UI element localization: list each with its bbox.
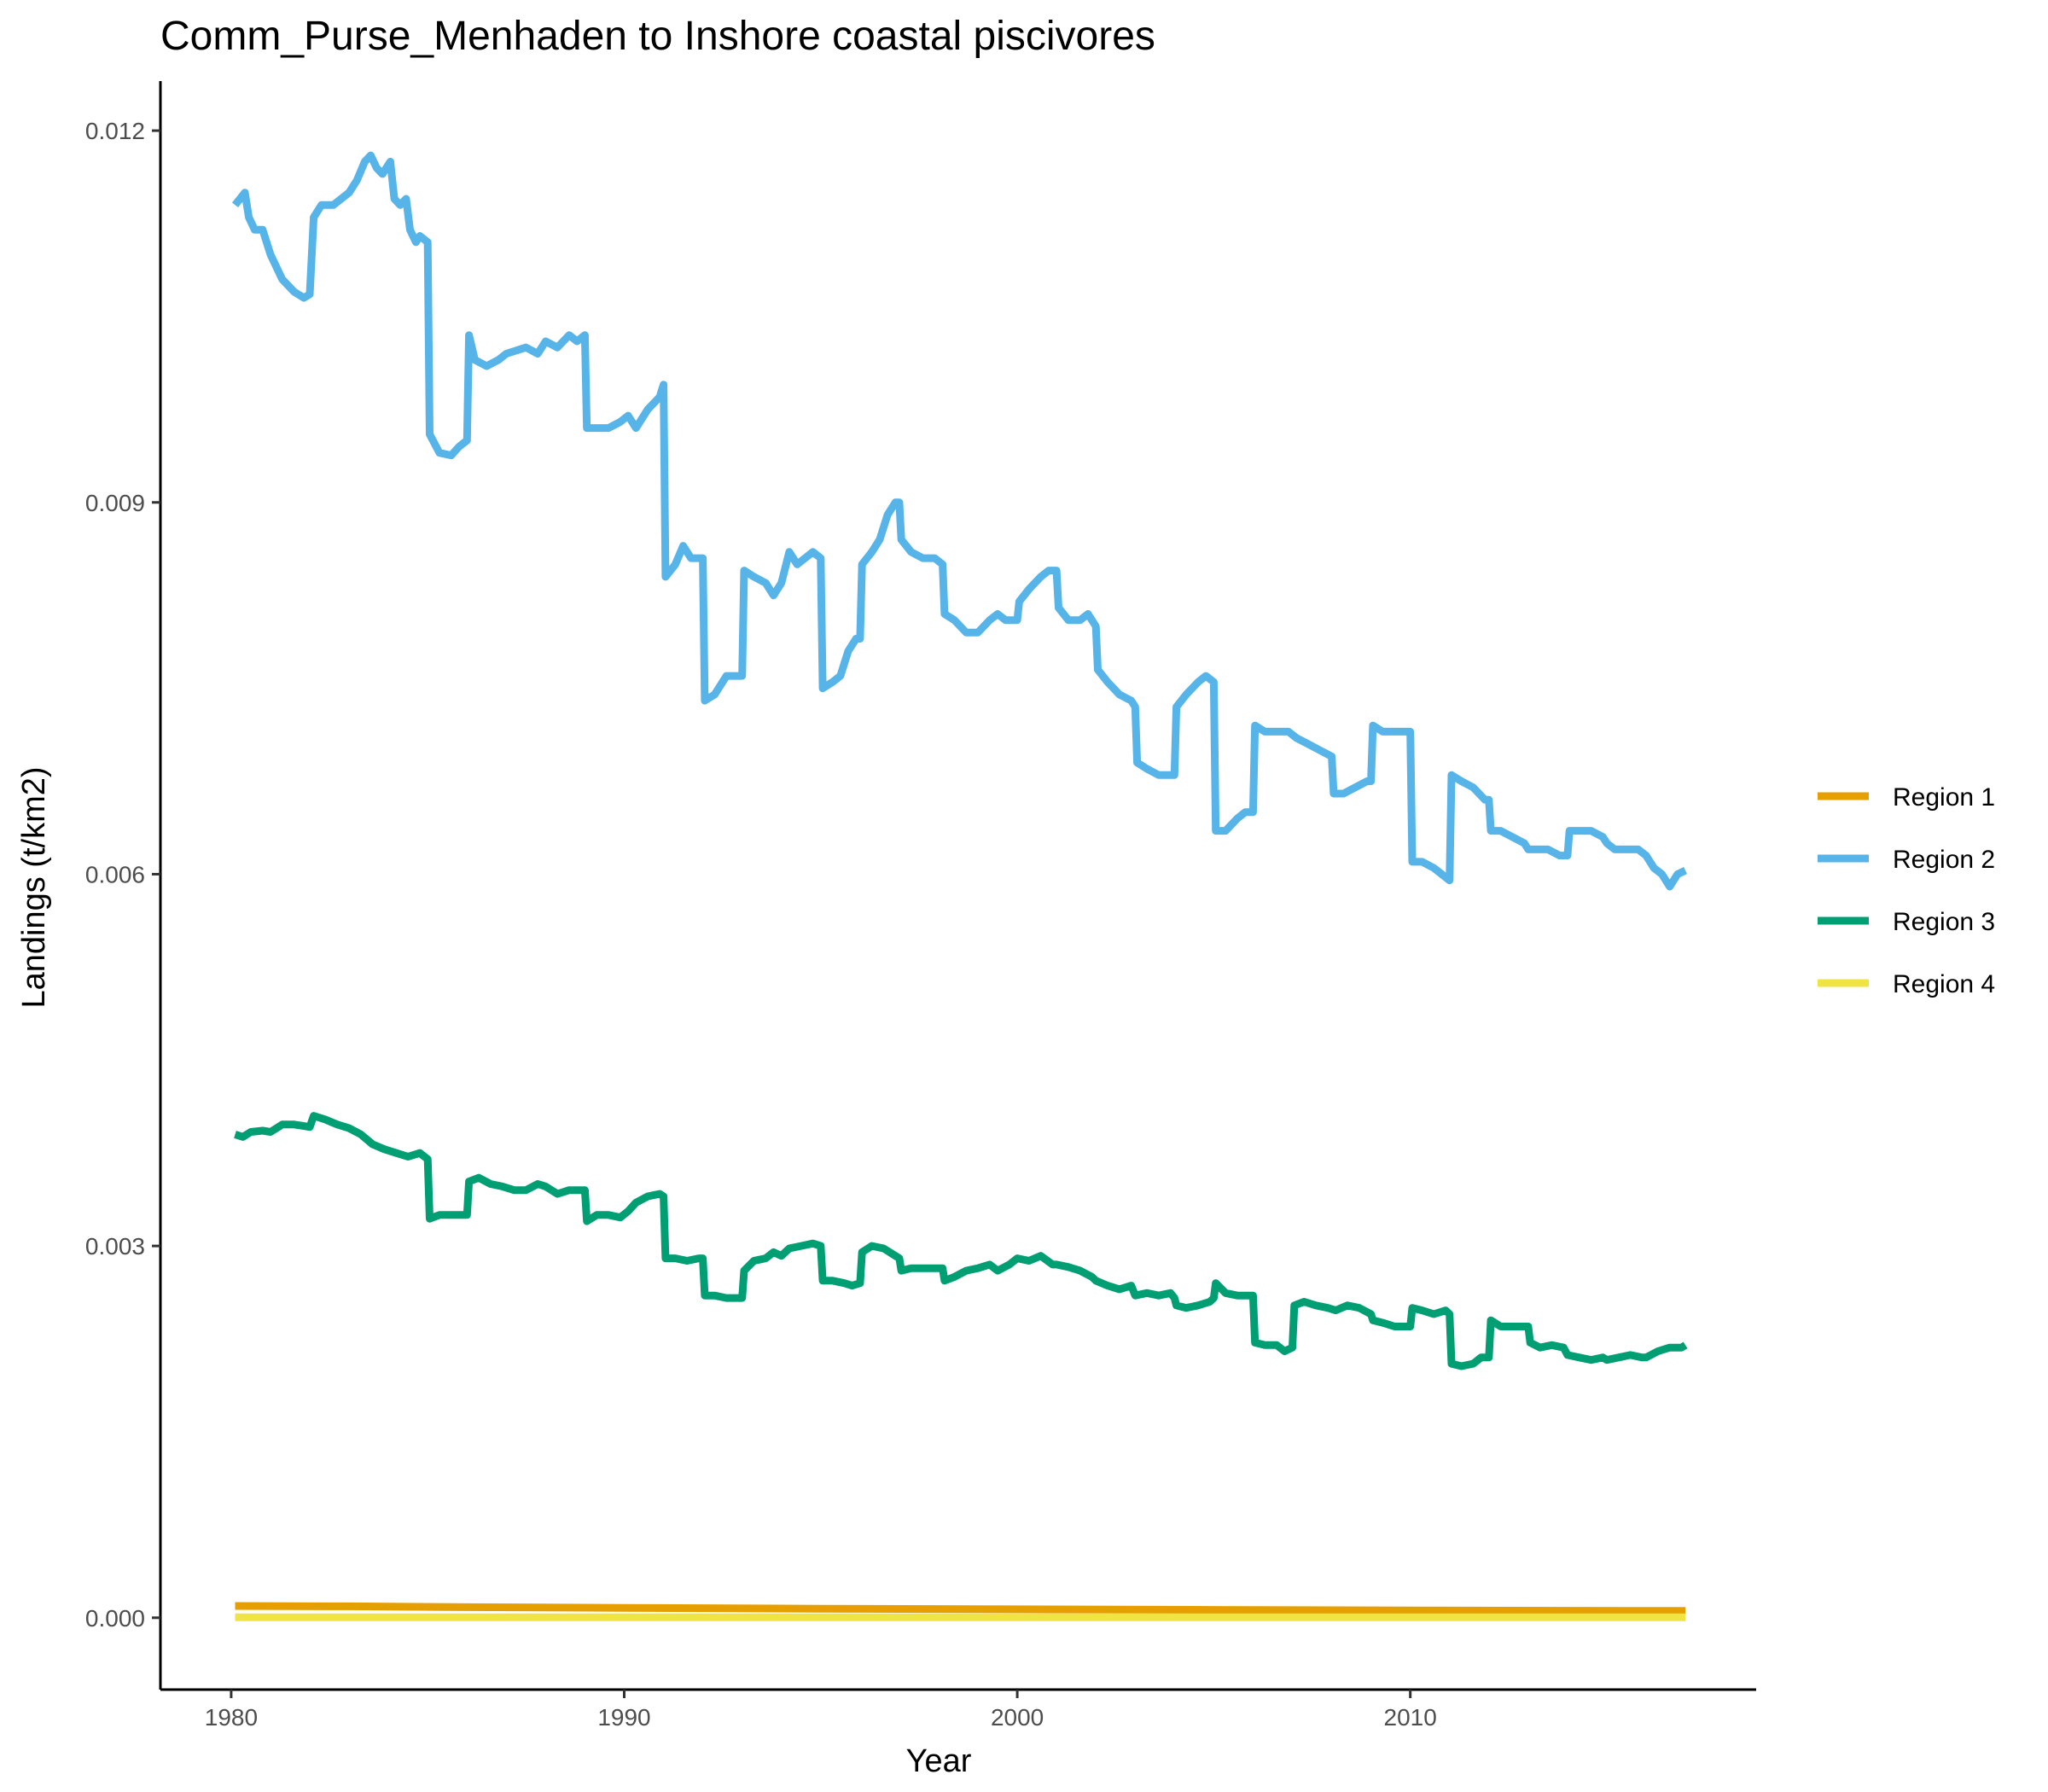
y-tick-label: 0.000 [85, 1605, 145, 1632]
y-axis-title: Landings (t/km2) [16, 766, 52, 1008]
y-tick-label: 0.003 [85, 1233, 145, 1260]
series-layer [231, 151, 1688, 1621]
legend-label-region-3: Region 3 [1893, 908, 1995, 936]
series-line-region-3 [234, 1112, 1688, 1370]
x-tick-label: 1990 [597, 1704, 650, 1731]
y-axis-ticks: 0.000 0.003 0.006 0.009 0.012 [85, 118, 160, 1632]
legend-label-region-4: Region 4 [1893, 970, 1995, 998]
series-line-region-2 [231, 151, 1688, 891]
y-tick-label: 0.006 [85, 861, 145, 887]
y-tick-label: 0.009 [85, 490, 145, 516]
chart-title: Comm_Purse_Menhaden to Inshore coastal p… [160, 14, 1155, 59]
x-axis-ticks: 1980 1990 2000 2010 [205, 1690, 1437, 1731]
x-tick-label: 2000 [991, 1704, 1044, 1731]
x-axis-title: Year [906, 1743, 972, 1779]
legend-label-region-2: Region 2 [1893, 846, 1995, 874]
y-tick-label: 0.012 [85, 118, 145, 144]
series-line-region-1 [235, 1602, 1686, 1615]
x-tick-label: 1980 [205, 1704, 258, 1731]
legend-label-region-1: Region 1 [1893, 783, 1995, 812]
x-tick-label: 2010 [1384, 1704, 1437, 1731]
legend: Region 1 Region 2 Region 3 Region 4 [1818, 783, 1995, 998]
